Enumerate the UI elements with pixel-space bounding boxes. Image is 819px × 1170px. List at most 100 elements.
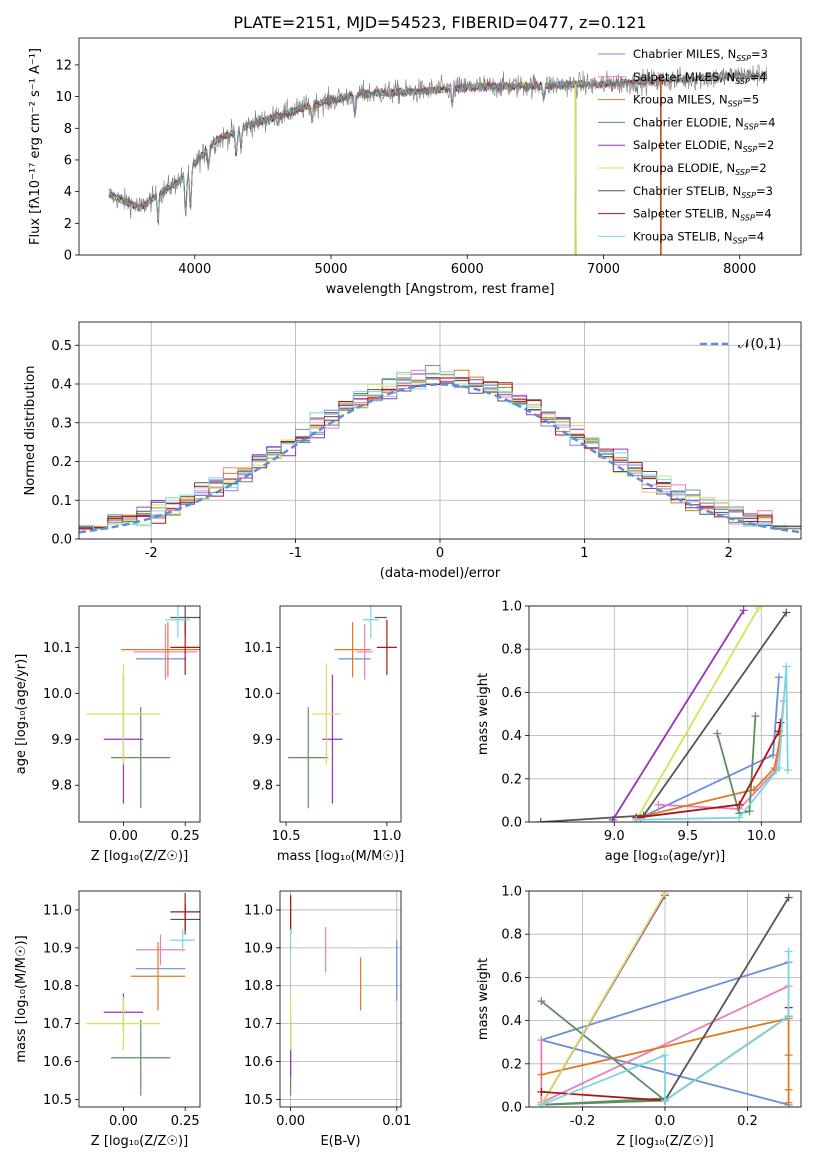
weight-marker-salpeter_stelib — [537, 1087, 546, 1096]
weight-marker-salpeter_elodie — [739, 606, 748, 615]
tick-label-x: 7000 — [587, 262, 620, 277]
tick-label-x: 0.25 — [171, 1114, 200, 1129]
tick-label-x: 0 — [436, 546, 444, 561]
tick-label-y: 10.9 — [244, 941, 273, 956]
weight-marker-salpeter_stelib — [735, 800, 744, 809]
legend-label: Salpeter MILES, NSSP=4 — [633, 70, 767, 86]
tick-label-y: 10.7 — [244, 1017, 273, 1032]
axes-age_vs_mass: 10.5 11.0 9.8 9.9 10.0 10.1 mass [log₁₀(M/M☉)] — [244, 605, 404, 864]
tick-label-x: 0.0 — [655, 1114, 676, 1129]
tick-label-x: 8000 — [723, 262, 756, 277]
weight-marker-kroupa_stelib — [632, 815, 641, 822]
axis-label-x: age [log₁₀(age/yr)] — [605, 849, 726, 864]
legend-label-main: Chabrier MILES, N — [633, 47, 736, 61]
axis-label-y: Normed distribution — [23, 366, 38, 496]
plot-area — [108, 64, 768, 255]
weight-marker-chabrier_stelib — [639, 811, 648, 820]
tick-label-x: 6000 — [451, 262, 484, 277]
weight-line-kroupa_miles — [636, 735, 782, 819]
plot-area — [86, 606, 200, 809]
axes-mass_vs_ebv: 0.00 0.01 10.5 10.6 10.7 10.8 10.9 11.0 E(B-V) — [244, 890, 411, 1149]
tick-label-y: 0.3 — [51, 416, 72, 431]
tick-label-y: 9.8 — [252, 779, 273, 794]
axes-weight_vs_Z: -0.2 0.0 0.2 0.0 0.2 0.4 0.6 0.8 1.0 Z [log₁₀(Z/Z… — [476, 885, 802, 1149]
tick-label-y: 10.7 — [43, 1017, 72, 1032]
tick-label-y: 9.9 — [252, 733, 273, 748]
legend-label-main: Chabrier STELIB, N — [633, 184, 741, 198]
tick-label-y: 0.2 — [501, 1057, 522, 1072]
axis-label-x: E(B-V) — [320, 1134, 360, 1149]
tick-label-x: -2 — [145, 546, 158, 561]
legend-label: Salpeter ELODIE, NSSP=2 — [633, 138, 774, 154]
tick-label-y: 10.8 — [43, 979, 72, 994]
tick-label-y: 10.0 — [43, 687, 72, 702]
weight-marker-kroupa_stelib — [661, 1096, 669, 1105]
legend-label-suffix: =5 — [742, 93, 759, 107]
weight-marker-chabrier_elodie — [751, 712, 760, 721]
tick-label-y: 9.9 — [51, 733, 72, 748]
tick-label-y: 0.6 — [501, 971, 522, 986]
tick-label-x: 0.2 — [737, 1114, 758, 1129]
legend-label-sub: SSP — [744, 122, 759, 131]
axis-label-y: age [log₁₀(age/yr)] — [14, 654, 29, 775]
legend-label-suffix: =4 — [759, 115, 776, 129]
tick-label-x: 0.25 — [171, 829, 200, 844]
weight-marker-salpeter_miles — [654, 800, 663, 809]
figure-title: PLATE=2151, MJD=54523, FIBERID=0477, z=0… — [233, 13, 646, 32]
weight-marker-chabrier_elodie — [713, 729, 722, 738]
legend-label: Kroupa ELODIE, NSSP=2 — [633, 161, 767, 177]
tick-label-y: 0.0 — [51, 533, 72, 548]
weight-line-kroupa_elodie — [635, 607, 760, 821]
weight-line-kroupa_elodie — [540, 892, 666, 1106]
tick-label-y: 1.0 — [501, 600, 522, 615]
axes-frame — [528, 605, 802, 823]
plots-layer: 4000 5000 6000 7000 8000024681012wavelength … — [14, 37, 802, 1149]
legend-label-main: Kroupa MILES, N — [633, 93, 728, 107]
tick-label-y: 0.2 — [51, 455, 72, 470]
legend-label: Chabrier ELODIE, NSSP=4 — [633, 115, 775, 131]
legend-label-main: Salpeter ELODIE, N — [633, 138, 743, 152]
legend-label-main: Kroupa ELODIE, N — [633, 161, 735, 175]
legend-label-suffix: =3 — [751, 47, 768, 61]
tick-label-y: 8 — [64, 122, 72, 137]
legend-label-suffix: =2 — [750, 161, 767, 175]
axes-frame — [279, 890, 402, 1108]
tick-label-x: 10.0 — [747, 829, 776, 844]
weight-marker-chabrier_stelib — [784, 893, 793, 902]
axis-label-x: (data-model)/error — [380, 566, 501, 581]
plot-area — [86, 892, 200, 1096]
legend-label-sub: SSP — [741, 191, 756, 200]
legend-label-suffix: =3 — [756, 184, 773, 198]
weight-line-salpeter_elodie — [612, 609, 745, 821]
axis-label-x: wavelength [Angstrom, rest frame] — [326, 282, 555, 297]
weight-marker-chabrier_stelib — [536, 818, 545, 822]
weight-line-salpeter_stelib — [636, 722, 782, 819]
tick-label-y: 10 — [55, 90, 72, 105]
tick-label-x: 0.00 — [109, 829, 138, 844]
tick-label-x: -1 — [289, 546, 302, 561]
tick-label-y: 0.2 — [501, 772, 522, 787]
legend-label: Kroupa MILES, NSSP=5 — [633, 93, 759, 109]
legend-label-sub: SSP — [733, 236, 748, 245]
tick-label-x: 0.01 — [382, 1114, 411, 1129]
weight-marker-salpeter_miles — [537, 1036, 546, 1045]
plot-area — [536, 606, 792, 822]
tick-label-y: 4 — [64, 185, 72, 200]
legend-label: Chabrier STELIB, NSSP=3 — [633, 184, 773, 200]
weight-marker-kroupa_miles — [784, 1051, 793, 1060]
tick-label-y: 0.5 — [51, 339, 72, 354]
legend-label-main: Chabrier ELODIE, N — [633, 115, 744, 129]
legend-label-suffix: =4 — [747, 229, 764, 243]
plot-area — [290, 894, 398, 1096]
tick-label-x: 5000 — [314, 262, 347, 277]
tick-label-y: 10.6 — [244, 1055, 273, 1070]
weight-marker-kroupa_stelib — [784, 1012, 793, 1021]
tick-label-x: 0.00 — [109, 1114, 138, 1129]
weight-marker-kroupa_elodie — [754, 606, 763, 613]
tick-label-y: 0.0 — [501, 816, 522, 831]
tick-label-y: 0.8 — [501, 928, 522, 943]
weight-marker-kroupa_stelib — [774, 764, 783, 772]
plot-area — [537, 891, 793, 1107]
